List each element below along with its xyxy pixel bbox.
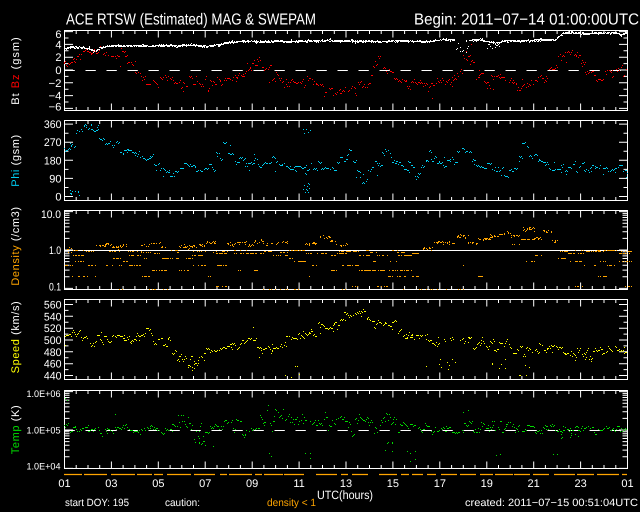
svg-text:1.0E+06: 1.0E+06 — [27, 389, 61, 400]
svg-text:Begin: 2011−07−14 01:00:00UTC: Begin: 2011−07−14 01:00:00UTC — [414, 12, 639, 29]
svg-text:03: 03 — [105, 478, 117, 490]
svg-text:0: 0 — [55, 192, 61, 204]
svg-text:460: 460 — [44, 359, 62, 371]
svg-text:560: 560 — [44, 299, 62, 311]
svg-text:1.0E+05: 1.0E+05 — [27, 426, 61, 437]
svg-text:01: 01 — [58, 478, 70, 490]
svg-text:90: 90 — [49, 173, 61, 185]
svg-text:11: 11 — [293, 478, 304, 490]
svg-text:21: 21 — [528, 478, 540, 490]
svg-text:Speed (km/s): Speed (km/s) — [10, 301, 22, 374]
svg-text:created: 2011−07−15 00:51:04UT: created: 2011−07−15 00:51:04UTC — [465, 497, 638, 509]
svg-text:15: 15 — [387, 478, 399, 490]
svg-text:17: 17 — [434, 478, 446, 490]
svg-text:0.1: 0.1 — [49, 282, 61, 294]
svg-text:540: 540 — [44, 311, 62, 323]
svg-text:270: 270 — [44, 137, 62, 149]
svg-text:−2: −2 — [49, 78, 62, 90]
svg-text:180: 180 — [44, 155, 62, 167]
svg-text:520: 520 — [44, 323, 62, 335]
svg-text:Density (/cm3): Density (/cm3) — [10, 206, 22, 285]
svg-text:1.0: 1.0 — [49, 245, 61, 257]
svg-text:2: 2 — [55, 52, 61, 64]
svg-text:Temp (K): Temp (K) — [10, 405, 22, 454]
svg-text:start DOY: 195: start DOY: 195 — [65, 497, 129, 509]
svg-text:440: 440 — [44, 371, 62, 383]
svg-text:UTC(hours): UTC(hours) — [317, 488, 373, 502]
svg-text:19: 19 — [481, 478, 493, 490]
svg-text:caution:: caution: — [165, 497, 200, 509]
svg-text:13: 13 — [340, 478, 352, 490]
svg-text:23: 23 — [574, 478, 586, 490]
svg-text:500: 500 — [44, 335, 62, 347]
svg-text:6: 6 — [55, 29, 61, 41]
svg-text:1.0E+04: 1.0E+04 — [27, 462, 61, 473]
svg-text:09: 09 — [246, 478, 258, 490]
svg-text:480: 480 — [44, 347, 62, 359]
svg-text:−4: −4 — [49, 91, 62, 103]
svg-text:01: 01 — [621, 478, 633, 490]
svg-text:Phi (gsm): Phi (gsm) — [10, 134, 22, 186]
svg-text:density < 1: density < 1 — [267, 497, 316, 509]
svg-text:−6: −6 — [49, 102, 62, 114]
svg-text:4: 4 — [55, 39, 61, 51]
svg-text:Bt Bz (gsm): Bt Bz (gsm) — [10, 36, 22, 104]
svg-text:10.0: 10.0 — [41, 209, 61, 221]
svg-text:0: 0 — [55, 65, 61, 77]
svg-text:360: 360 — [44, 119, 62, 131]
svg-text:ACE RTSW (Estimated) MAG & SWE: ACE RTSW (Estimated) MAG & SWEPAM — [66, 12, 316, 29]
svg-text:07: 07 — [199, 478, 211, 490]
svg-text:05: 05 — [152, 478, 164, 490]
